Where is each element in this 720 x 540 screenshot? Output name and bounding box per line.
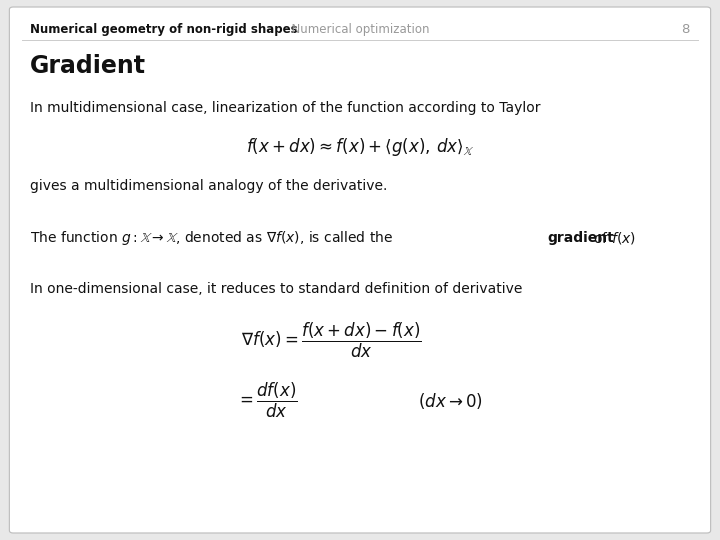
Text: In multidimensional case, linearization of the function according to Taylor: In multidimensional case, linearization … (30, 101, 541, 115)
Text: 8: 8 (681, 23, 690, 36)
Text: Numerical optimization: Numerical optimization (284, 23, 430, 36)
Text: The function $g : \mathbb{X} \rightarrow \mathbb{X}$, denoted as $\nabla f(x)$, : The function $g : \mathbb{X} \rightarrow… (30, 228, 394, 247)
Text: of $f(x)$: of $f(x)$ (589, 230, 636, 246)
Text: $\nabla f(x) = \dfrac{f(x + dx) - f(x)}{dx}$: $\nabla f(x) = \dfrac{f(x + dx) - f(x)}{… (240, 321, 422, 360)
Text: $f(x + dx) \approx f(x) + \langle g(x),\, dx \rangle_{\mathbb{X}}$: $f(x + dx) \approx f(x) + \langle g(x),\… (246, 137, 474, 158)
Text: Numerical geometry of non-rigid shapes: Numerical geometry of non-rigid shapes (30, 23, 298, 36)
Text: In one-dimensional case, it reduces to standard definition of derivative: In one-dimensional case, it reduces to s… (30, 282, 523, 296)
Text: $= \dfrac{df(x)}{dx}$: $= \dfrac{df(x)}{dx}$ (235, 381, 297, 420)
Text: gradient: gradient (547, 231, 614, 245)
Text: gives a multidimensional analogy of the derivative.: gives a multidimensional analogy of the … (30, 179, 387, 193)
Text: $(dx \rightarrow 0)$: $(dx \rightarrow 0)$ (418, 390, 482, 411)
Text: Gradient: Gradient (30, 54, 146, 78)
